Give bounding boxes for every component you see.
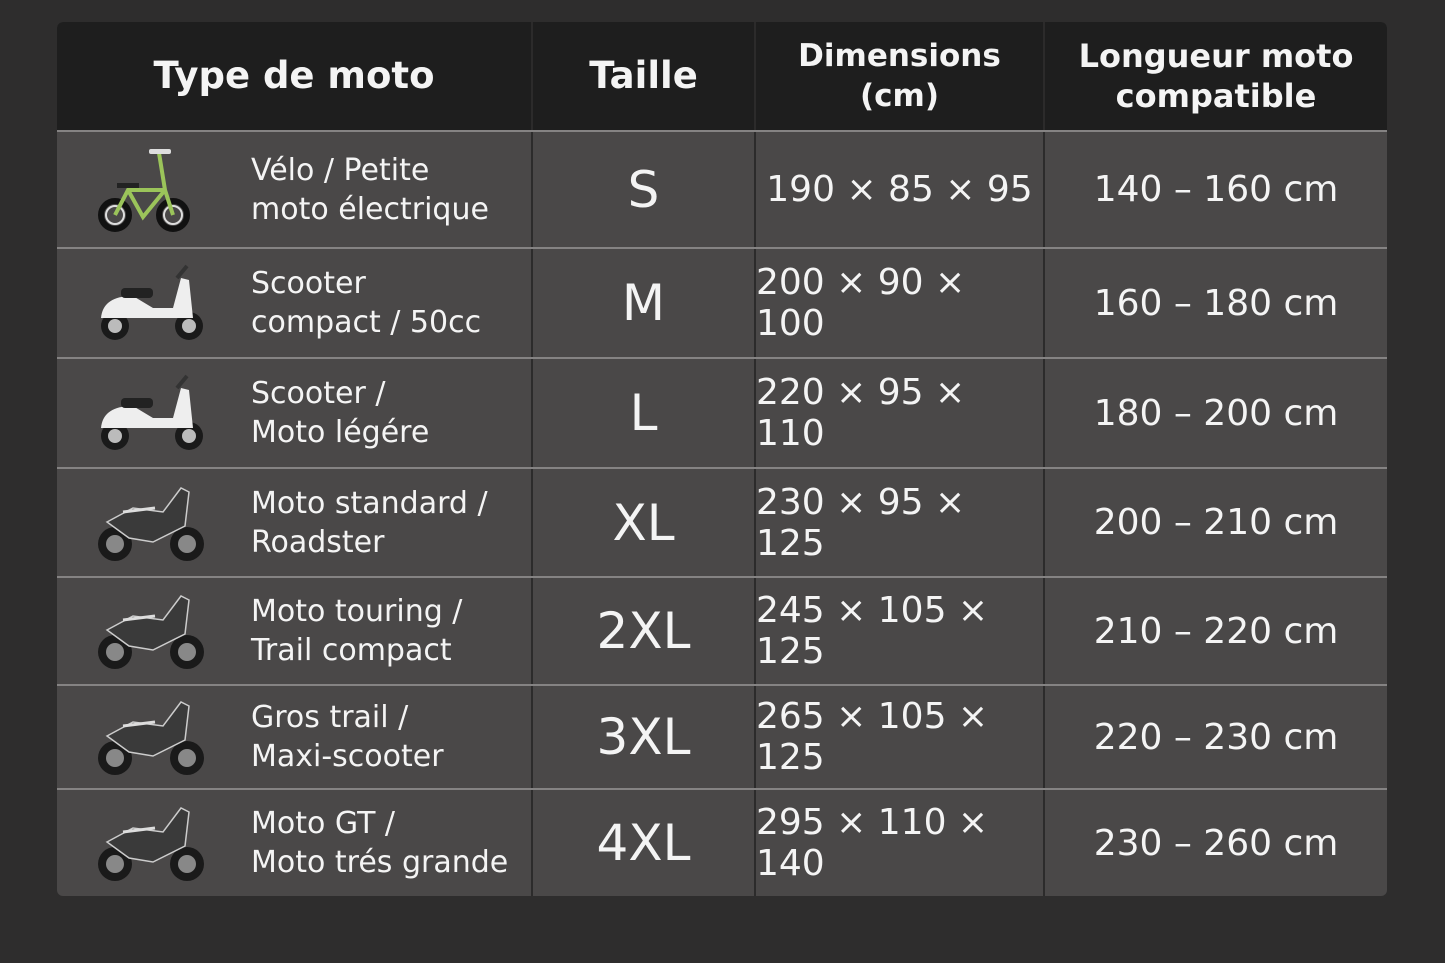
length-value: 230 – 260 cm xyxy=(1093,822,1339,864)
header-dimensions: Dimensions (cm) xyxy=(754,22,1043,130)
table-row: Moto touring / Trail compact 2XL 245 × 1… xyxy=(57,576,1387,684)
length-value: 180 – 200 cm xyxy=(1093,392,1339,434)
vehicle-type: Scooter / Moto légére xyxy=(251,376,430,450)
dimensions-cell: 295 × 110 × 140 xyxy=(754,790,1043,896)
dimensions-value: 245 × 105 × 125 xyxy=(756,590,989,672)
vehicle-type: Vélo / Petite moto électrique xyxy=(251,152,489,227)
size-label: L xyxy=(629,384,658,442)
dimensions-cell: 200 × 90 × 100 xyxy=(754,249,1043,357)
dimensions-cell: 220 × 95 × 110 xyxy=(754,359,1043,467)
vehicle-type: Moto standard / Roadster xyxy=(251,485,488,560)
length-cell: 160 – 180 cm xyxy=(1043,249,1387,357)
type-cell: Moto GT / Moto trés grande xyxy=(57,790,531,896)
scooter-icon xyxy=(93,258,213,348)
bicycle-icon xyxy=(93,145,213,235)
length-cell: 220 – 230 cm xyxy=(1043,686,1387,788)
table-row: Moto GT / Moto trés grande 4XL 295 × 110… xyxy=(57,788,1387,896)
size-cell: S xyxy=(531,132,754,247)
dimensions-value: 190 × 85 × 95 xyxy=(766,169,1033,210)
size-cell: 3XL xyxy=(531,686,754,788)
length-value: 220 – 230 cm xyxy=(1093,716,1339,758)
motorcycle-icon xyxy=(93,478,213,568)
length-value: 200 – 210 cm xyxy=(1093,502,1339,543)
dimensions-cell: 245 × 105 × 125 xyxy=(754,578,1043,684)
motorcycle-icon xyxy=(93,586,213,676)
dimensions-value: 200 × 90 × 100 xyxy=(756,262,966,344)
size-cell: XL xyxy=(531,469,754,576)
dimensions-value: 265 × 105 × 125 xyxy=(756,696,989,778)
motorcycle-icon xyxy=(93,692,213,782)
vehicle-type: Moto GT / Moto trés grande xyxy=(251,806,509,880)
dimensions-value: 295 × 110 × 140 xyxy=(756,802,989,884)
motorcycle-icon xyxy=(93,798,213,888)
length-cell: 230 – 260 cm xyxy=(1043,790,1387,896)
size-label: M xyxy=(621,274,666,332)
type-cell: Moto touring / Trail compact xyxy=(57,578,531,684)
length-cell: 210 – 220 cm xyxy=(1043,578,1387,684)
length-value: 140 – 160 cm xyxy=(1093,169,1339,210)
vehicle-type: Scooter compact / 50cc xyxy=(251,266,482,340)
type-cell: Scooter / Moto légére xyxy=(57,359,531,467)
type-cell: Gros trail / Maxi-scooter xyxy=(57,686,531,788)
size-label: S xyxy=(627,160,660,219)
type-cell: Vélo / Petite moto électrique xyxy=(57,132,531,247)
size-cell: 2XL xyxy=(531,578,754,684)
vehicle-type: Moto touring / Trail compact xyxy=(251,594,463,668)
length-value: 210 – 220 cm xyxy=(1093,610,1339,652)
scooter-icon xyxy=(93,368,213,458)
length-cell: 140 – 160 cm xyxy=(1043,132,1387,247)
length-cell: 200 – 210 cm xyxy=(1043,469,1387,576)
dimensions-value: 230 × 95 × 125 xyxy=(756,481,966,564)
size-label: XL xyxy=(612,493,675,552)
table-row: Gros trail / Maxi-scooter 3XL 265 × 105 … xyxy=(57,684,1387,788)
header-length: Longueur moto compatible xyxy=(1043,22,1387,130)
dimensions-cell: 265 × 105 × 125 xyxy=(754,686,1043,788)
header-type: Type de moto xyxy=(153,54,435,97)
size-label: 2XL xyxy=(596,602,691,660)
dimensions-cell: 190 × 85 × 95 xyxy=(754,132,1043,247)
size-cell: L xyxy=(531,359,754,467)
size-cell: 4XL xyxy=(531,790,754,896)
size-label: 3XL xyxy=(596,708,691,766)
dimensions-cell: 230 × 95 × 125 xyxy=(754,469,1043,576)
table-header: Type de moto Taille Dimensions (cm) Long… xyxy=(57,22,1387,130)
table-row: Scooter / Moto légére L 220 × 95 × 110 1… xyxy=(57,357,1387,467)
header-size: Taille xyxy=(531,22,754,130)
dimensions-value: 220 × 95 × 110 xyxy=(756,372,966,454)
type-cell: Moto standard / Roadster xyxy=(57,469,531,576)
size-chart-table: Type de moto Taille Dimensions (cm) Long… xyxy=(57,22,1387,896)
type-cell: Scooter compact / 50cc xyxy=(57,249,531,357)
length-cell: 180 – 200 cm xyxy=(1043,359,1387,467)
table-row: Scooter compact / 50cc M 200 × 90 × 100 … xyxy=(57,247,1387,357)
size-cell: M xyxy=(531,249,754,357)
table-row: Vélo / Petite moto électrique S 190 × 85… xyxy=(57,130,1387,247)
table-row: Moto standard / Roadster XL 230 × 95 × 1… xyxy=(57,467,1387,576)
size-label: 4XL xyxy=(596,814,691,872)
length-value: 160 – 180 cm xyxy=(1093,282,1339,324)
vehicle-type: Gros trail / Maxi-scooter xyxy=(251,700,444,774)
